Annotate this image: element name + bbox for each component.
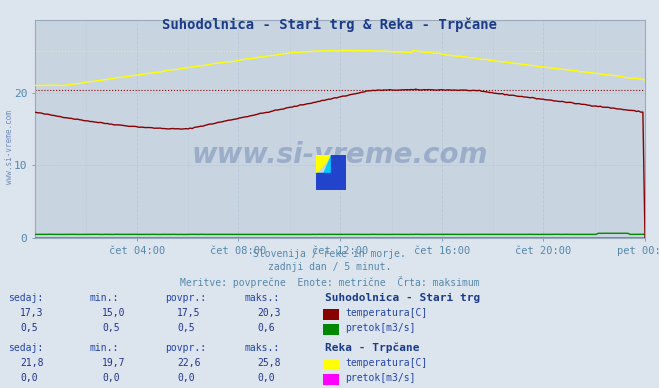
- Text: 17,3: 17,3: [20, 308, 43, 318]
- Text: pretok[m3/s]: pretok[m3/s]: [345, 373, 416, 383]
- Text: maks.:: maks.:: [245, 343, 280, 353]
- Text: maks.:: maks.:: [245, 293, 280, 303]
- Text: 0,6: 0,6: [257, 323, 275, 333]
- Text: 25,8: 25,8: [257, 358, 281, 368]
- Polygon shape: [316, 155, 346, 190]
- Text: www.si-vreme.com: www.si-vreme.com: [192, 141, 488, 169]
- Text: 20,3: 20,3: [257, 308, 281, 318]
- Text: povpr.:: povpr.:: [165, 293, 206, 303]
- Text: 0,5: 0,5: [102, 323, 120, 333]
- Text: min.:: min.:: [90, 343, 119, 353]
- Text: www.si-vreme.com: www.si-vreme.com: [5, 111, 14, 184]
- Text: pretok[m3/s]: pretok[m3/s]: [345, 323, 416, 333]
- Text: Slovenija / reke in morje.: Slovenija / reke in morje.: [253, 249, 406, 259]
- Text: sedaj:: sedaj:: [8, 343, 43, 353]
- Polygon shape: [316, 155, 331, 190]
- Text: 17,5: 17,5: [177, 308, 200, 318]
- Text: 0,0: 0,0: [102, 373, 120, 383]
- Text: temperatura[C]: temperatura[C]: [345, 308, 427, 318]
- Text: 0,0: 0,0: [20, 373, 38, 383]
- Text: 21,8: 21,8: [20, 358, 43, 368]
- Text: 0,5: 0,5: [177, 323, 194, 333]
- Text: temperatura[C]: temperatura[C]: [345, 358, 427, 368]
- Text: 19,7: 19,7: [102, 358, 125, 368]
- Text: Meritve: povprečne  Enote: metrične  Črta: maksimum: Meritve: povprečne Enote: metrične Črta:…: [180, 276, 479, 288]
- Text: 15,0: 15,0: [102, 308, 125, 318]
- Text: 0,5: 0,5: [20, 323, 38, 333]
- Text: povpr.:: povpr.:: [165, 343, 206, 353]
- Text: 0,0: 0,0: [257, 373, 275, 383]
- Text: zadnji dan / 5 minut.: zadnji dan / 5 minut.: [268, 262, 391, 272]
- Text: min.:: min.:: [90, 293, 119, 303]
- Text: Suhodolnica - Stari trg & Reka - Trpčane: Suhodolnica - Stari trg & Reka - Trpčane: [162, 17, 497, 32]
- Polygon shape: [316, 155, 331, 173]
- Text: 22,6: 22,6: [177, 358, 200, 368]
- Text: Suhodolnica - Stari trg: Suhodolnica - Stari trg: [325, 293, 480, 303]
- Text: sedaj:: sedaj:: [8, 293, 43, 303]
- Text: 0,0: 0,0: [177, 373, 194, 383]
- Text: Reka - Trpčane: Reka - Trpčane: [325, 343, 420, 353]
